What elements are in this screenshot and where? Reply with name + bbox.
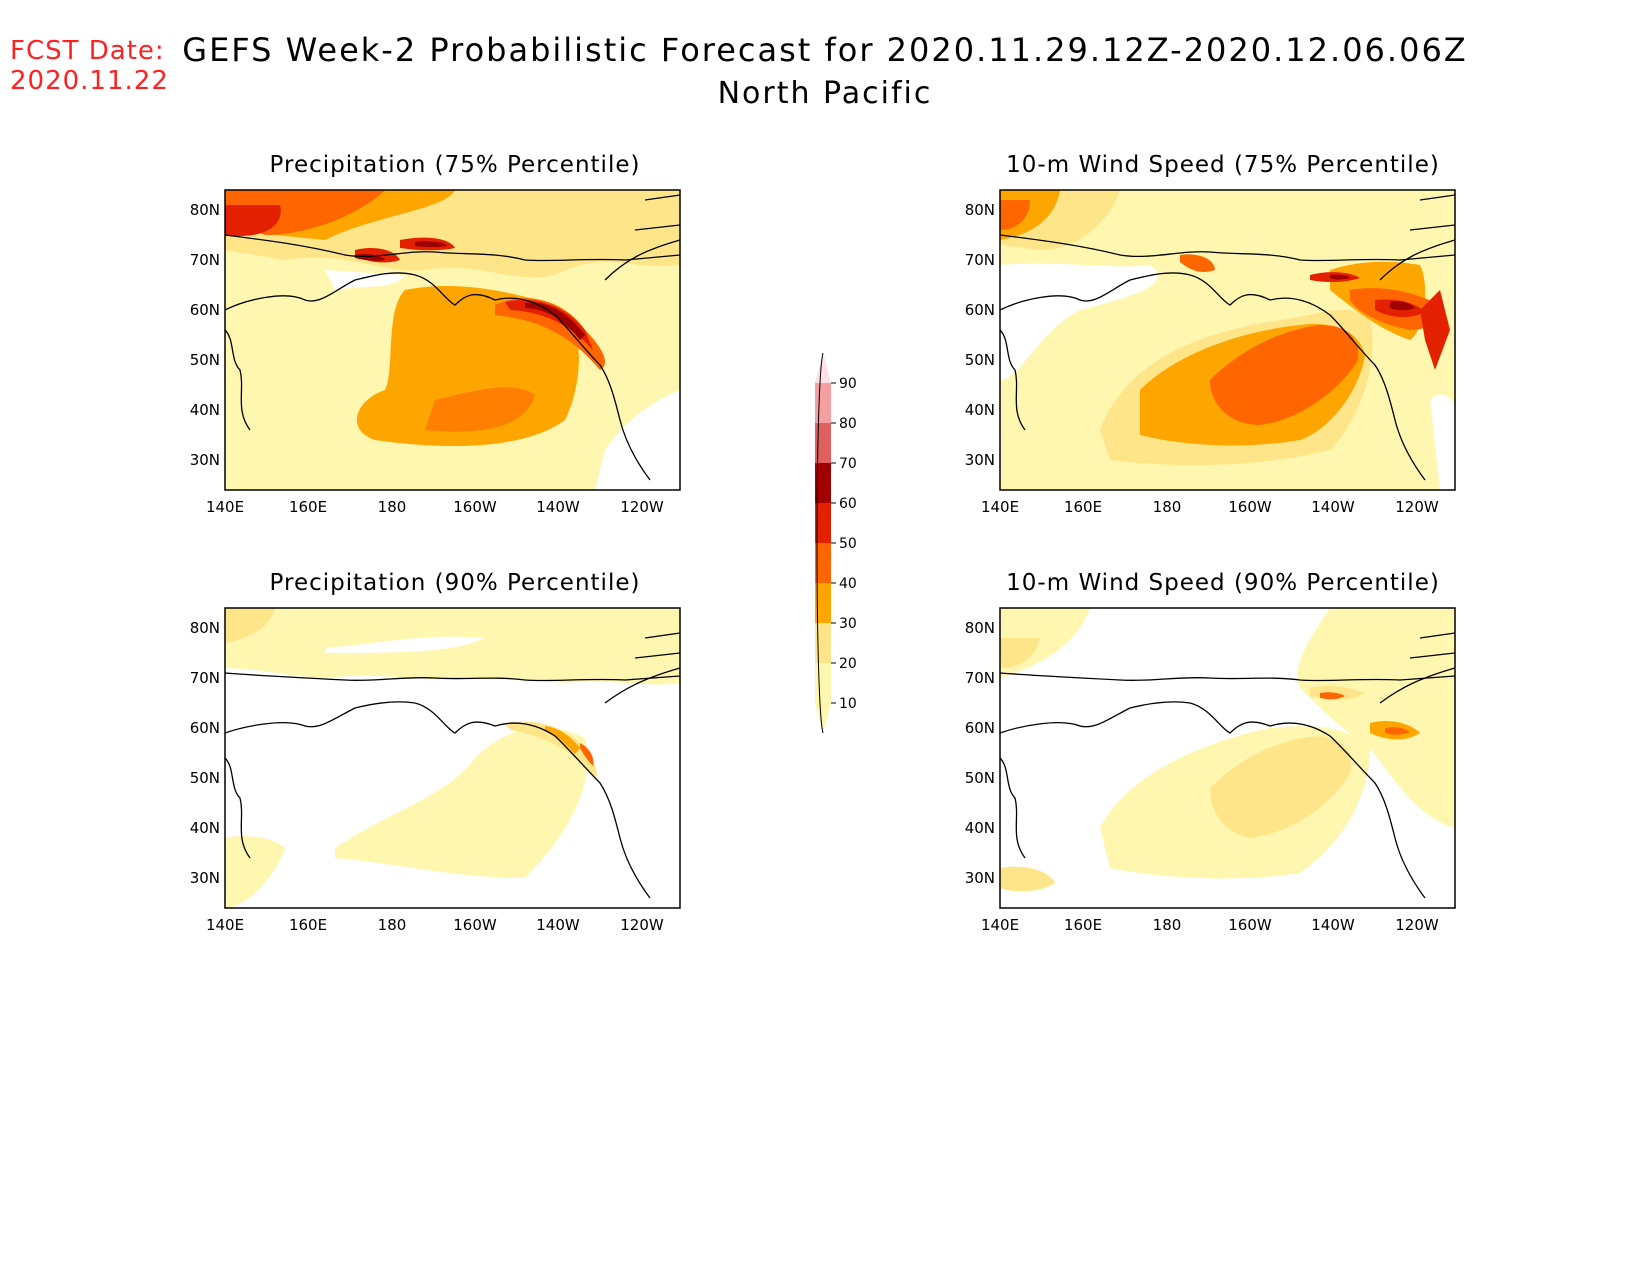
lat-label: 70N — [190, 669, 220, 687]
panel-title-wind-90: 10-m Wind Speed (90% Percentile) — [1006, 570, 1440, 596]
coastlines — [224, 194, 681, 481]
lat-label: 70N — [190, 251, 220, 269]
lon-label: 160E — [289, 916, 327, 934]
lat-label: 60N — [190, 301, 220, 319]
colorbar-box — [815, 463, 831, 503]
map-precip-90: 80N 70N 60N 50N 40N 30N 140E 160E 180 16… — [190, 607, 681, 934]
coastlines — [224, 632, 681, 899]
lon-label: 140E — [981, 916, 1019, 934]
lat-label: 30N — [190, 869, 220, 887]
colorbar-boxes — [815, 352, 831, 734]
lat-label: 30N — [965, 869, 995, 887]
colorbar-label: 20 — [839, 656, 857, 672]
panel-title-precip-75: Precipitation (75% Percentile) — [269, 152, 641, 178]
precip-75-contours — [225, 190, 680, 490]
lon-label: 140W — [1311, 916, 1355, 934]
page-title: GEFS Week-2 Probabilistic Forecast for 2… — [182, 31, 1468, 69]
lon-label: 160E — [1064, 498, 1102, 516]
lat-label: 40N — [965, 819, 995, 837]
page-subtitle: North Pacific — [717, 76, 933, 111]
lat-label: 80N — [190, 619, 220, 637]
lat-label: 40N — [190, 819, 220, 837]
lat-label: 60N — [965, 301, 995, 319]
colorbar-label: 90 — [839, 376, 857, 392]
colorbar-box — [815, 423, 831, 463]
colorbar-box — [815, 543, 831, 583]
colorbar-labels: 10 20 30 40 50 60 70 80 90 — [831, 376, 857, 712]
lat-label: 50N — [965, 351, 995, 369]
lon-label: 160W — [1228, 916, 1272, 934]
colorbar-box — [815, 623, 831, 663]
wind-75-contours — [1000, 190, 1455, 490]
colorbar-label: 10 — [839, 696, 857, 712]
lat-label: 60N — [965, 719, 995, 737]
panel-title-wind-75: 10-m Wind Speed (75% Percentile) — [1006, 152, 1440, 178]
colorbar-tip — [815, 353, 831, 383]
lon-label: 140E — [206, 498, 244, 516]
lat-label: 70N — [965, 669, 995, 687]
precip-75-axes: 80N 70N 60N 50N 40N 30N 140E 160E 180 16… — [190, 201, 664, 516]
colorbar-label: 80 — [839, 416, 857, 432]
colorbar-label: 30 — [839, 616, 857, 632]
lon-label: 180 — [1153, 916, 1182, 934]
panel-title-precip-90: Precipitation (90% Percentile) — [269, 570, 641, 596]
colorbar-label: 50 — [839, 536, 857, 552]
colorbar-outline — [816, 352, 824, 734]
wind-90-axes: 80N 70N 60N 50N 40N 30N 140E 160E 180 16… — [965, 619, 1439, 934]
colorbar: 10 20 30 40 50 60 70 80 90 — [815, 352, 857, 734]
lat-label: 50N — [190, 351, 220, 369]
lat-label: 80N — [965, 201, 995, 219]
wind-75-axes: 80N 70N 60N 50N 40N 30N 140E 160E 180 16… — [965, 201, 1439, 516]
lon-label: 160W — [453, 498, 497, 516]
colorbar-box — [815, 383, 831, 423]
lon-label: 140E — [981, 498, 1019, 516]
fcst-date-label: FCST Date: — [10, 36, 165, 66]
lon-label: 140W — [536, 498, 580, 516]
lon-label: 120W — [620, 916, 664, 934]
precip-90-axes: 80N 70N 60N 50N 40N 30N 140E 160E 180 16… — [190, 619, 664, 934]
lat-label: 80N — [190, 201, 220, 219]
lon-label: 120W — [620, 498, 664, 516]
lon-label: 180 — [378, 916, 407, 934]
lat-label: 70N — [965, 251, 995, 269]
lon-label: 120W — [1395, 916, 1439, 934]
lat-label: 50N — [965, 769, 995, 787]
lon-label: 160E — [1064, 916, 1102, 934]
forecast-date-label: FCST Date: 2020.11.22 — [10, 36, 169, 96]
lat-label: 60N — [190, 719, 220, 737]
lat-label: 80N — [965, 619, 995, 637]
lon-label: 160E — [289, 498, 327, 516]
map-precip-75: 80N 70N 60N 50N 40N 30N 140E 160E 180 16… — [190, 189, 681, 516]
coastlines — [999, 632, 1456, 899]
lon-label: 160W — [1228, 498, 1272, 516]
colorbar-box — [815, 663, 831, 703]
map-wind-90: 80N 70N 60N 50N 40N 30N 140E 160E 180 16… — [965, 607, 1456, 934]
lat-label: 30N — [190, 451, 220, 469]
lon-label: 140W — [536, 916, 580, 934]
map-wind-75: 80N 70N 60N 50N 40N 30N 140E 160E 180 16… — [965, 189, 1456, 516]
lat-label: 50N — [190, 769, 220, 787]
fcst-date-value: 2020.11.22 — [10, 66, 169, 96]
colorbar-box — [815, 503, 831, 543]
lon-label: 140E — [206, 916, 244, 934]
lon-label: 120W — [1395, 498, 1439, 516]
lon-label: 180 — [378, 498, 407, 516]
lon-label: 160W — [453, 916, 497, 934]
colorbar-tail — [815, 703, 831, 733]
precip-90-contours — [225, 608, 680, 908]
wind-90-contours — [1000, 608, 1455, 892]
colorbar-label: 60 — [839, 496, 857, 512]
lat-label: 40N — [965, 401, 995, 419]
colorbar-label: 40 — [839, 576, 857, 592]
coastlines — [999, 194, 1456, 481]
lon-label: 140W — [1311, 498, 1355, 516]
lat-label: 30N — [965, 451, 995, 469]
colorbar-label: 70 — [839, 456, 857, 472]
colorbar-box — [815, 583, 831, 623]
lat-label: 40N — [190, 401, 220, 419]
lon-label: 180 — [1153, 498, 1182, 516]
